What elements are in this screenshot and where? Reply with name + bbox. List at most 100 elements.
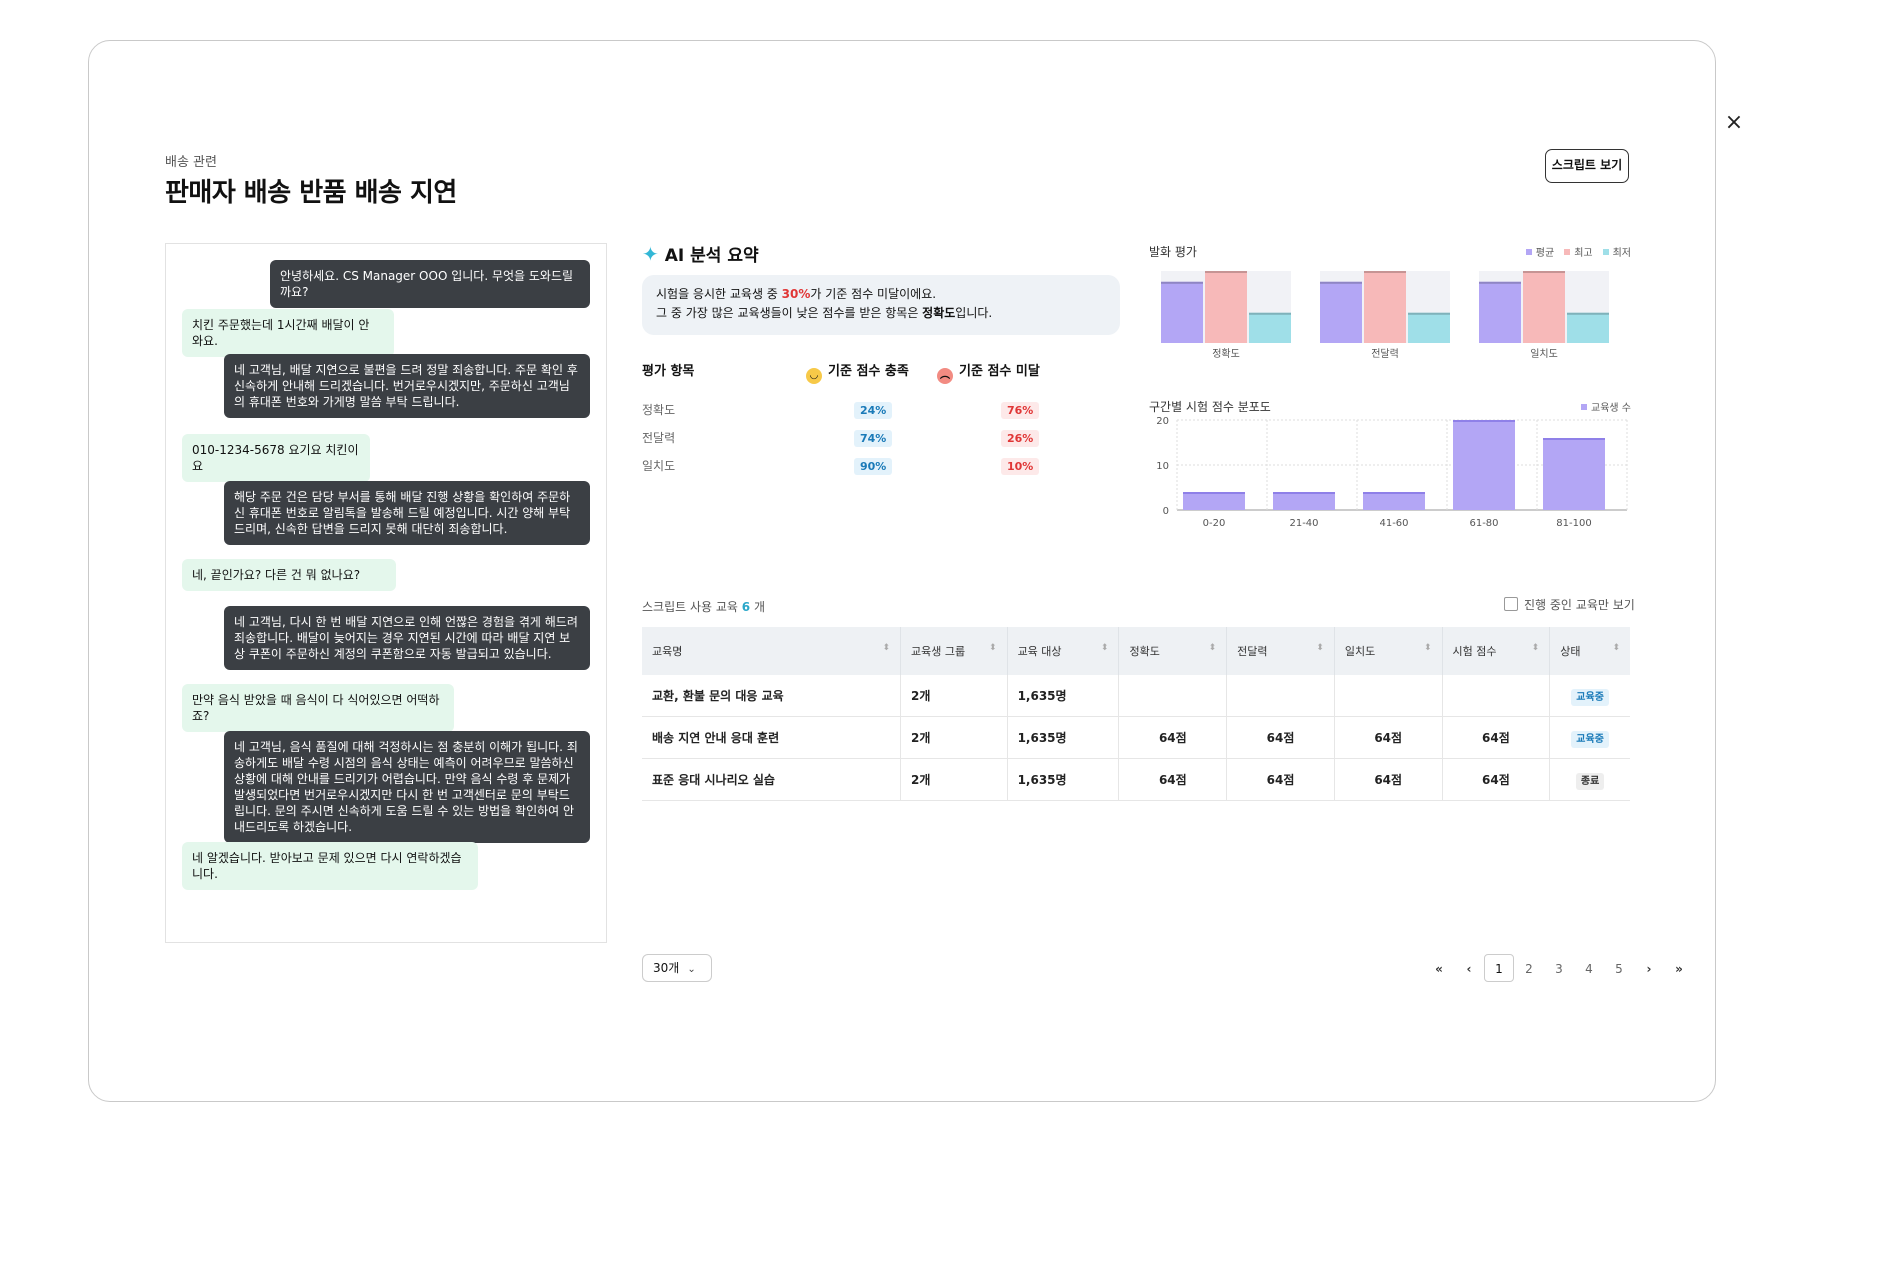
pass-percent: 90% [854, 458, 893, 475]
page-number-button[interactable]: 4 [1585, 962, 1593, 976]
score-distribution-legend: 교육생 수 [1489, 399, 1631, 414]
sort-icon[interactable]: ⬍ [1531, 643, 1540, 653]
next-page-icon[interactable]: › [1646, 962, 1652, 976]
column-header-label: 상태 [1560, 645, 1581, 658]
course-count: 6 [741, 600, 751, 614]
bar-top-line [1408, 312, 1450, 315]
column-header[interactable]: 교육생 그룹 ⬍ [900, 627, 1008, 675]
status-badge: 종료 [1575, 773, 1605, 790]
column-header[interactable]: 시험 점수 ⬍ [1442, 627, 1551, 675]
page-number-button[interactable]: 5 [1615, 962, 1623, 976]
column-header[interactable]: 교육명 ⬍ [642, 627, 901, 675]
column-header[interactable]: 전달력 ⬍ [1226, 627, 1335, 675]
agent-message: 네 고객님, 다시 한 번 배달 지연으로 인해 언짢은 경험을 겪게 해드려 … [224, 606, 590, 670]
summary-text: 입니다. [955, 306, 993, 320]
bar-최고 [1523, 271, 1565, 343]
bar-평균 [1479, 281, 1521, 343]
legend-label: 최저 [1612, 248, 1631, 259]
fail-percent: 10% [1001, 458, 1040, 475]
sort-icon[interactable]: ⬍ [1612, 643, 1620, 653]
speech-eval-legend: 평균 최고 최저 [1451, 244, 1631, 259]
sort-icon[interactable]: ⬍ [1423, 643, 1432, 653]
course-table: 교육명 ⬍ 교육생 그룹 ⬍ 교육 대상 ⬍ 정확도 ⬍ 전달력 ⬍ 일치도 ⬍ 시험 점수 ⬍ 상태 ⬍ 교… [642, 627, 1630, 801]
cell-status: 종료 [1549, 758, 1630, 801]
x-tick-label: 정확도 [1212, 348, 1240, 359]
summary-percent: 30% [781, 287, 811, 301]
smile-face-icon: ◡ [806, 368, 822, 384]
chat-transcript[interactable]: 안녕하세요. CS Manager OOO 입니다. 무엇을 도와드릴까요? 치킨… [165, 243, 607, 943]
sort-icon[interactable]: ⬍ [1316, 643, 1324, 653]
x-tick-label: 21-40 [1289, 518, 1318, 529]
page-title: 판매자 배송 반품 배송 지연 [165, 178, 457, 208]
page-number-button[interactable]: 1 [1484, 954, 1514, 982]
page-size-value: 30개 [653, 961, 680, 975]
first-page-icon[interactable]: « [1435, 962, 1443, 976]
summary-text: 가 기준 점수 미달이에요. [810, 287, 937, 301]
sort-icon[interactable]: ⬍ [1208, 643, 1217, 653]
legend-swatch [1564, 249, 1571, 255]
fail-header: ︵ 기준 점수 미달 [937, 360, 1040, 384]
page-number-button[interactable]: 2 [1525, 962, 1533, 976]
table-row[interactable]: 교환, 환불 문의 대응 교육 2개 1,635명 교육중 [642, 675, 1630, 717]
caption-text: 개 [750, 600, 765, 614]
column-header-label: 일치도 [1344, 645, 1376, 658]
sort-icon[interactable]: ⬍ [1100, 643, 1109, 653]
pagination: « ‹ 1 2 3 4 5 › » [1424, 954, 1694, 982]
y-tick-label: 20 [1156, 416, 1169, 427]
legend-swatch [1581, 404, 1588, 410]
customer-message: 만약 음식 받았을 때 음식이 다 식어있으면 어떡하죠? [182, 684, 454, 732]
column-header[interactable]: 상태 ⬍ [1549, 627, 1630, 675]
cell-delivery [1226, 675, 1335, 717]
column-header[interactable]: 교육 대상 ⬍ [1007, 627, 1120, 675]
pass-cell: 90% [854, 455, 893, 475]
speech-eval-chart: 정확도 전달력 일치도 [1161, 271, 1609, 359]
cell-target: 1,635명 [1007, 675, 1120, 717]
fail-cell: 26% [1001, 427, 1040, 447]
cell-name: 표준 응대 시나리오 실습 [642, 758, 901, 801]
distribution-bar [1363, 492, 1425, 510]
fail-percent: 76% [1001, 402, 1040, 419]
cell-name: 교환, 환불 문의 대응 교육 [642, 675, 901, 717]
cell-delivery: 64점 [1226, 758, 1335, 801]
close-icon[interactable]: × [1724, 110, 1744, 135]
column-header-label: 교육 대상 [1017, 645, 1062, 658]
column-header[interactable]: 정확도 ⬍ [1118, 627, 1228, 675]
x-tick-label: 전달력 [1371, 348, 1399, 359]
cell-group: 2개 [900, 675, 1008, 717]
chevron-down-icon: ⌄ [687, 964, 696, 975]
prev-page-icon[interactable]: ‹ [1466, 962, 1472, 976]
only-in-progress-checkbox[interactable]: 진행 중인 교육만 보기 [1504, 596, 1635, 613]
sparkle-icon: ✦ [642, 242, 659, 266]
pass-header-label: 기준 점수 충족 [828, 364, 909, 379]
summary-text: 그 중 가장 많은 교육생들이 낮은 점수를 받은 항목은 [656, 306, 923, 320]
fail-cell: 10% [1001, 455, 1040, 475]
column-header-label: 교육생 그룹 [911, 645, 966, 658]
pass-percent: 24% [854, 402, 893, 419]
column-header-label: 전달력 [1237, 645, 1268, 658]
bar-최저 [1408, 312, 1450, 343]
x-tick-label: 41-60 [1379, 518, 1408, 529]
page-size-select[interactable]: 30개 ⌄ [642, 954, 712, 982]
bar-top-line [1205, 271, 1247, 273]
column-header[interactable]: 일치도 ⬍ [1334, 627, 1443, 675]
page-number-button[interactable]: 3 [1555, 962, 1563, 976]
last-page-icon[interactable]: » [1675, 962, 1683, 976]
bar-top-line [1453, 420, 1515, 422]
checkbox-icon[interactable] [1504, 597, 1518, 611]
cell-score: 64점 [1442, 758, 1551, 801]
bar-top-line [1249, 312, 1291, 315]
bar-top-line [1543, 438, 1605, 440]
table-row[interactable]: 표준 응대 시나리오 실습 2개 1,635명 64점 64점 64점 64점 종료 [642, 758, 1630, 801]
status-badge: 교육중 [1571, 689, 1609, 706]
fail-percent: 26% [1001, 430, 1040, 447]
cell-delivery: 64점 [1226, 716, 1335, 759]
cell-status: 교육중 [1549, 675, 1630, 717]
ai-summary-header: ✦ AI 분석 요약 [642, 241, 759, 266]
score-distribution-chart-title: 구간별 시험 점수 분포도 [1149, 400, 1271, 414]
sort-icon[interactable]: ⬍ [989, 643, 997, 653]
view-script-button[interactable]: 스크립트 보기 [1545, 149, 1629, 183]
cell-accuracy: 64점 [1118, 716, 1228, 759]
legend-label: 평균 [1535, 248, 1555, 259]
table-row[interactable]: 배송 지연 안내 응대 훈련 2개 1,635명 64점 64점 64점 64점 교육중 [642, 716, 1630, 759]
sort-icon[interactable]: ⬍ [882, 643, 890, 653]
